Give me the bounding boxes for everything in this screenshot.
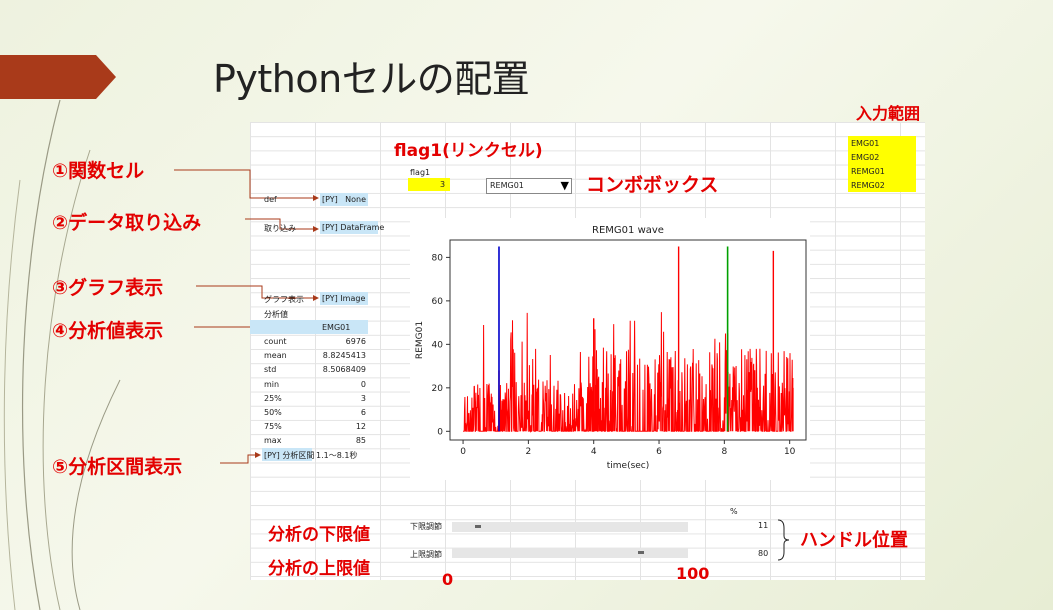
- flag1-label: flag1: [410, 168, 431, 177]
- upper-slider[interactable]: [452, 548, 688, 558]
- input-item[interactable]: EMG01: [851, 139, 880, 148]
- python-icon: [PY]: [322, 195, 338, 204]
- stats-key: 75%: [264, 422, 282, 432]
- stats-value: 0: [360, 379, 366, 389]
- stats-key: count: [264, 337, 287, 346]
- y-tick-label: 0: [437, 427, 443, 437]
- upper-slider-label: 上限調節: [410, 550, 442, 559]
- y-axis-label: REMG01: [415, 321, 425, 359]
- percent-label: %: [730, 507, 738, 516]
- lower-slider-label: 下限調節: [410, 522, 442, 531]
- y-tick-label: 60: [432, 297, 444, 307]
- flag1-value: 3: [440, 180, 446, 189]
- chevron-down-icon[interactable]: ▼: [560, 179, 569, 192]
- flag1-cell[interactable]: [408, 178, 450, 191]
- stats-key: 50%: [264, 408, 282, 417]
- y-tick-label: 80: [432, 253, 444, 263]
- graph-annotation: ③グラフ表示: [52, 277, 164, 299]
- upper-slider-thumb[interactable]: [637, 551, 644, 554]
- import-py-cell[interactable]: [PY] DataFrame: [320, 221, 384, 234]
- handle-annotation: ハンドル位置: [800, 530, 908, 551]
- combo-value: REMG01: [490, 181, 524, 190]
- stats-value: 3: [360, 393, 366, 403]
- func-cell-annotation: ①関数セル: [52, 160, 145, 182]
- stats-row: std 8.5068409: [250, 363, 368, 377]
- stats-header-cell[interactable]: EMG01: [250, 320, 368, 334]
- combo-box[interactable]: REMG01 ▼: [486, 178, 572, 194]
- data-import-annotation: ②データ取り込み: [52, 212, 202, 234]
- title-ribbon: [0, 55, 116, 99]
- interval-text: 1.1〜8.1秒: [316, 451, 358, 460]
- stats-value: 85: [355, 436, 366, 446]
- interval-annotation: ⑤分析区間表示: [52, 456, 183, 478]
- page-title: Pythonセルの配置: [213, 57, 530, 101]
- stats-value: 8.5068409: [322, 365, 366, 375]
- stats-key: std: [264, 365, 277, 375]
- decorative-lines: [3, 99, 121, 610]
- stats-key: min: [264, 379, 280, 389]
- flag1-annotation: flag1(リンクセル): [394, 141, 543, 161]
- analysis-annotation: ④分析値表示: [52, 320, 164, 342]
- chart-image: REMG01 wave time(sec) REMG01 0 2 4 6 8 10 0 20 40 60…: [410, 218, 810, 480]
- axis-zero-annotation: 0: [442, 570, 454, 589]
- x-tick-label: 2: [526, 447, 532, 457]
- stats-value: 6: [360, 408, 366, 417]
- stats-value: 8.8245413: [322, 351, 366, 361]
- stats-header: EMG01: [322, 323, 351, 332]
- import-value: [PY] DataFrame: [322, 223, 385, 232]
- stats-key: max: [264, 436, 282, 446]
- input-item[interactable]: EMG02: [851, 153, 880, 162]
- graph-label: グラフ表示: [264, 295, 304, 304]
- combobox-annotation: コンボボックス: [586, 174, 719, 196]
- stats-row: min 0: [250, 378, 368, 392]
- lower-annotation: 分析の下限値: [268, 525, 370, 545]
- graph-py-cell[interactable]: [PY] Image: [320, 292, 368, 305]
- annotation-arrows: [174, 169, 319, 464]
- def-py-cell[interactable]: [PY] None: [320, 193, 368, 206]
- y-tick-label: 20: [432, 384, 444, 394]
- stats-value: 6976: [345, 337, 366, 346]
- stats-value: 12: [355, 422, 366, 432]
- input-item[interactable]: REMG01: [851, 167, 885, 176]
- interval-py-cell[interactable]: [PY] 分析区間: [262, 448, 315, 461]
- x-tick-label: 8: [721, 447, 727, 457]
- x-tick-label: 10: [784, 447, 796, 457]
- stats-key: mean: [264, 351, 287, 361]
- y-tick-label: 40: [432, 340, 444, 350]
- handle-brace: [777, 519, 790, 561]
- lower-slider-thumb[interactable]: [474, 525, 481, 528]
- stats-row: count 6976: [250, 335, 368, 349]
- axis-hundred-annotation: 100: [676, 564, 710, 583]
- interval-value: [PY] 分析区間: [264, 451, 315, 460]
- analysis-label: 分析値: [264, 310, 288, 319]
- stats-row: mean 8.8245413: [250, 349, 368, 363]
- def-label: def: [264, 195, 277, 204]
- graph-value: [PY] Image: [322, 294, 366, 303]
- stats-row: max 85: [250, 434, 368, 448]
- series-line-trace: [463, 312, 794, 433]
- def-value: None: [345, 195, 366, 204]
- upper-value: 80: [758, 549, 769, 558]
- x-axis-label: time(sec): [607, 461, 650, 471]
- stats-row: 50% 6: [250, 406, 368, 420]
- chart-title: REMG01 wave: [592, 225, 664, 236]
- stats-row: 25% 3: [250, 392, 368, 406]
- input-range-cells: [848, 136, 916, 192]
- input-range-label: 入力範囲: [856, 104, 921, 123]
- x-tick-label: 4: [591, 447, 597, 457]
- lower-slider[interactable]: [452, 522, 688, 532]
- stats-row: 75% 12: [250, 420, 368, 434]
- x-tick-label: 6: [656, 447, 662, 457]
- chart-svg: REMG01 wave time(sec) REMG01 0 2 4 6 8 10 0 20 40 60…: [415, 225, 807, 471]
- x-tick-label: 0: [460, 447, 466, 457]
- lower-value: 11: [758, 521, 769, 530]
- input-item[interactable]: REMG02: [851, 181, 885, 190]
- upper-annotation: 分析の上限値: [268, 559, 370, 579]
- stats-key: 25%: [264, 393, 282, 403]
- import-label: 取り込み: [264, 224, 296, 233]
